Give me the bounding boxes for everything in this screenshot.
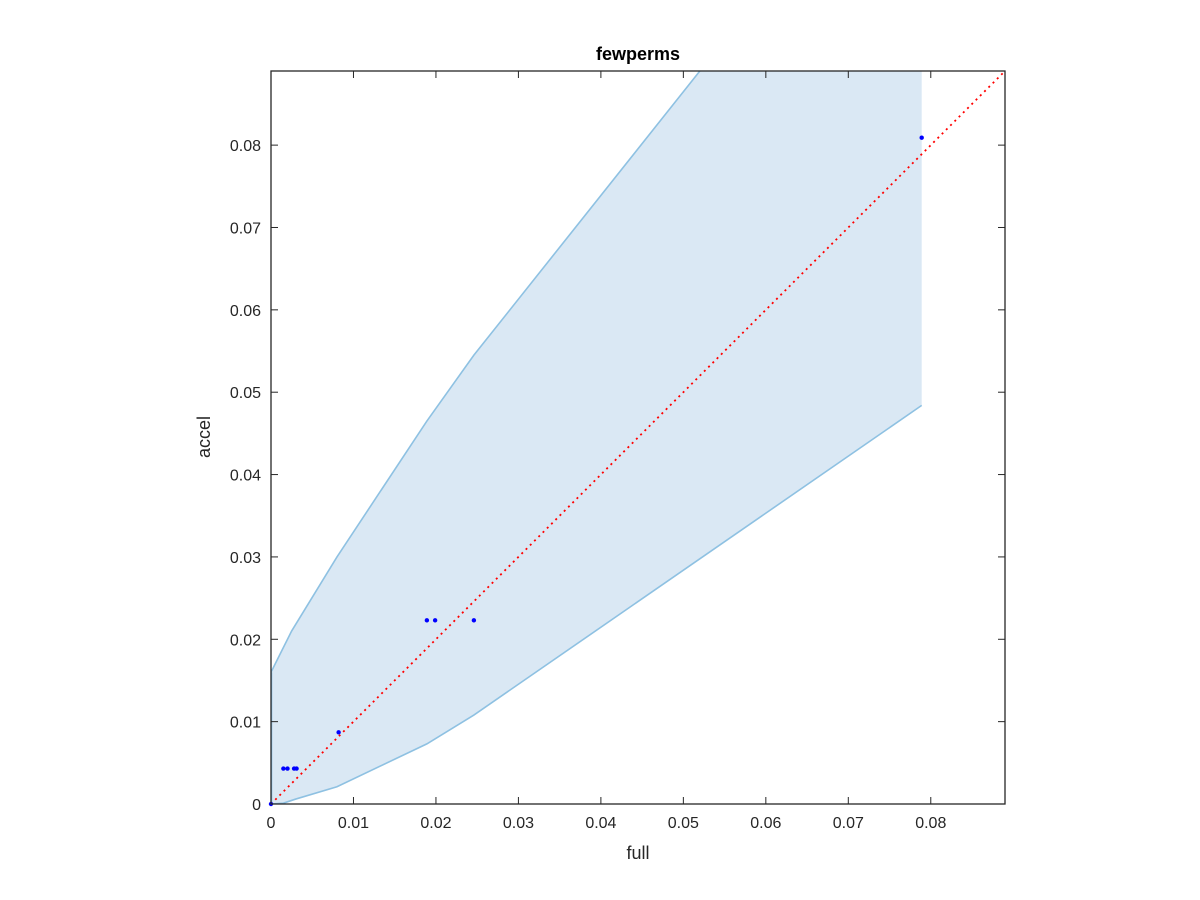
y-tick-label: 0.02 (230, 632, 261, 649)
y-tick-label: 0 (252, 797, 261, 814)
data-point (281, 766, 286, 771)
x-tick-label: 0.07 (833, 815, 864, 832)
data-point (285, 766, 290, 771)
plot-box (270, 70, 1006, 805)
data-point (294, 766, 299, 771)
y-tick-label: 0.03 (230, 550, 261, 567)
band-lower-edge (271, 404, 923, 804)
x-tick-label: 0.03 (503, 815, 534, 832)
y-tick-label: 0.04 (230, 468, 261, 485)
x-tick-label: 0 (267, 815, 276, 832)
x-tick-label: 0.08 (915, 815, 946, 832)
data-point (424, 618, 430, 623)
scatter-points (268, 135, 924, 807)
data-point (336, 730, 341, 735)
reference-line (270, 70, 1006, 805)
x-tick-label: 0.02 (420, 815, 451, 832)
data-point (471, 618, 477, 623)
data-point (919, 135, 924, 140)
chart-title: fewperms (596, 44, 680, 64)
reference-line-layer (270, 70, 1006, 805)
x-tick-label: 0.06 (750, 815, 781, 832)
y-axis-label: accel (194, 416, 214, 458)
y-tick-label: 0.01 (230, 715, 261, 732)
x-tick-label: 0.04 (585, 815, 616, 832)
x-tick-label: 0.01 (338, 815, 369, 832)
confidence-band (271, 71, 923, 804)
x-tick-label: 0.05 (668, 815, 699, 832)
axes: 0 0.01 0.02 0.03 0.04 0.05 0.06 0.07 0.08 0 0.01 0.… (230, 70, 1006, 832)
x-axis-label: full (626, 843, 649, 863)
y-tick-label: 0.06 (230, 303, 261, 320)
band-upper-edge (271, 71, 701, 673)
y-tick-label: 0.08 (230, 138, 261, 155)
y-tick-label: 0.05 (230, 385, 261, 402)
band-fill (271, 71, 922, 804)
y-tick-label: 0.07 (230, 220, 261, 237)
data-point (432, 618, 438, 623)
